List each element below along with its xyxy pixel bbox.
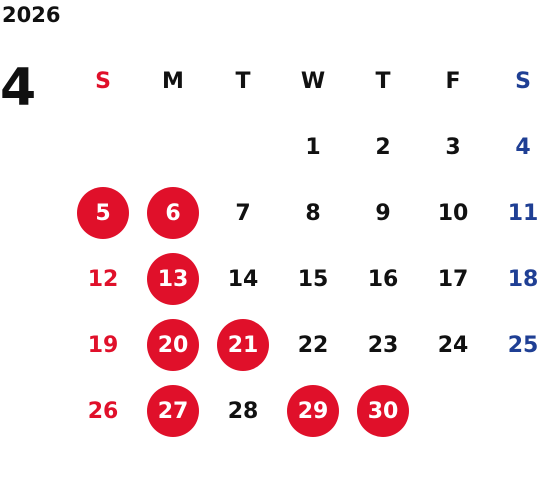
day-cell: 1 (278, 114, 348, 180)
day-cell (418, 378, 488, 444)
day-number: 15 (297, 266, 329, 292)
weekday-header-wed: W (300, 68, 326, 94)
day-cell: 4 (488, 114, 548, 180)
calendar-month: 4 (0, 58, 37, 118)
weekday-header-fri: F (445, 68, 461, 94)
day-cell: 2 (348, 114, 418, 180)
day-cell-holiday: 29 (278, 378, 348, 444)
day-number: 9 (375, 200, 391, 226)
day-cell-holiday: 6 (138, 180, 208, 246)
day-cell: 11 (488, 180, 548, 246)
day-number: 10 (437, 200, 469, 226)
day-number: 24 (437, 332, 469, 358)
weekday-header-sun: S (95, 68, 111, 94)
day-cell-holiday: 30 (348, 378, 418, 444)
day-cell (208, 114, 278, 180)
day-number (427, 385, 479, 437)
day-cell-holiday: 5 (68, 180, 138, 246)
day-cell: 10 (418, 180, 488, 246)
weekday-header-sat: S (515, 68, 531, 94)
day-number: 4 (515, 134, 531, 160)
weekday-header-mon: M (162, 68, 184, 94)
weekday-header-tue: T (235, 68, 251, 94)
day-cell-holiday: 27 (138, 378, 208, 444)
day-number: 5 (77, 187, 129, 239)
day-cell: 24 (418, 312, 488, 378)
day-cell: 18 (488, 246, 548, 312)
day-cell: 8 (278, 180, 348, 246)
day-cell: 9 (348, 180, 418, 246)
day-cell: 26 (68, 378, 138, 444)
day-number: 1 (305, 134, 321, 160)
day-number: 11 (507, 200, 539, 226)
day-number: 8 (305, 200, 321, 226)
day-cell: 16 (348, 246, 418, 312)
day-number: 6 (147, 187, 199, 239)
day-cell: 3 (418, 114, 488, 180)
day-cell: 15 (278, 246, 348, 312)
day-number (217, 121, 269, 173)
day-number: 26 (87, 398, 119, 424)
day-cell-holiday: 13 (138, 246, 208, 312)
day-cell: 28 (208, 378, 278, 444)
day-number: 3 (445, 134, 461, 160)
day-number: 14 (227, 266, 259, 292)
day-number: 22 (297, 332, 329, 358)
day-cell: 23 (348, 312, 418, 378)
day-cell: 14 (208, 246, 278, 312)
day-cell-holiday: 21 (208, 312, 278, 378)
day-number: 20 (147, 319, 199, 371)
weekday-header-thu: T (375, 68, 391, 94)
day-number: 12 (87, 266, 119, 292)
day-cell: 12 (68, 246, 138, 312)
day-number: 18 (507, 266, 539, 292)
day-number: 28 (227, 398, 259, 424)
day-number (497, 385, 548, 437)
day-number: 29 (287, 385, 339, 437)
day-number: 13 (147, 253, 199, 305)
day-number: 7 (235, 200, 251, 226)
calendar-year: 2026 (2, 3, 61, 27)
day-number: 2 (375, 134, 391, 160)
day-number: 25 (507, 332, 539, 358)
day-cell: 17 (418, 246, 488, 312)
day-number: 27 (147, 385, 199, 437)
day-cell (488, 378, 548, 444)
day-number: 19 (87, 332, 119, 358)
day-number (147, 121, 199, 173)
day-number: 17 (437, 266, 469, 292)
day-number: 30 (357, 385, 409, 437)
day-cell-holiday: 20 (138, 312, 208, 378)
day-cell (138, 114, 208, 180)
day-number: 23 (367, 332, 399, 358)
day-number (77, 121, 129, 173)
day-number: 21 (217, 319, 269, 371)
day-number: 16 (367, 266, 399, 292)
calendar-grid: S M T W T F S 1 2 3 4 5 6 7 8 9 10 11 12… (68, 48, 548, 444)
day-cell: 7 (208, 180, 278, 246)
day-cell: 19 (68, 312, 138, 378)
day-cell: 25 (488, 312, 548, 378)
day-cell: 22 (278, 312, 348, 378)
day-cell (68, 114, 138, 180)
